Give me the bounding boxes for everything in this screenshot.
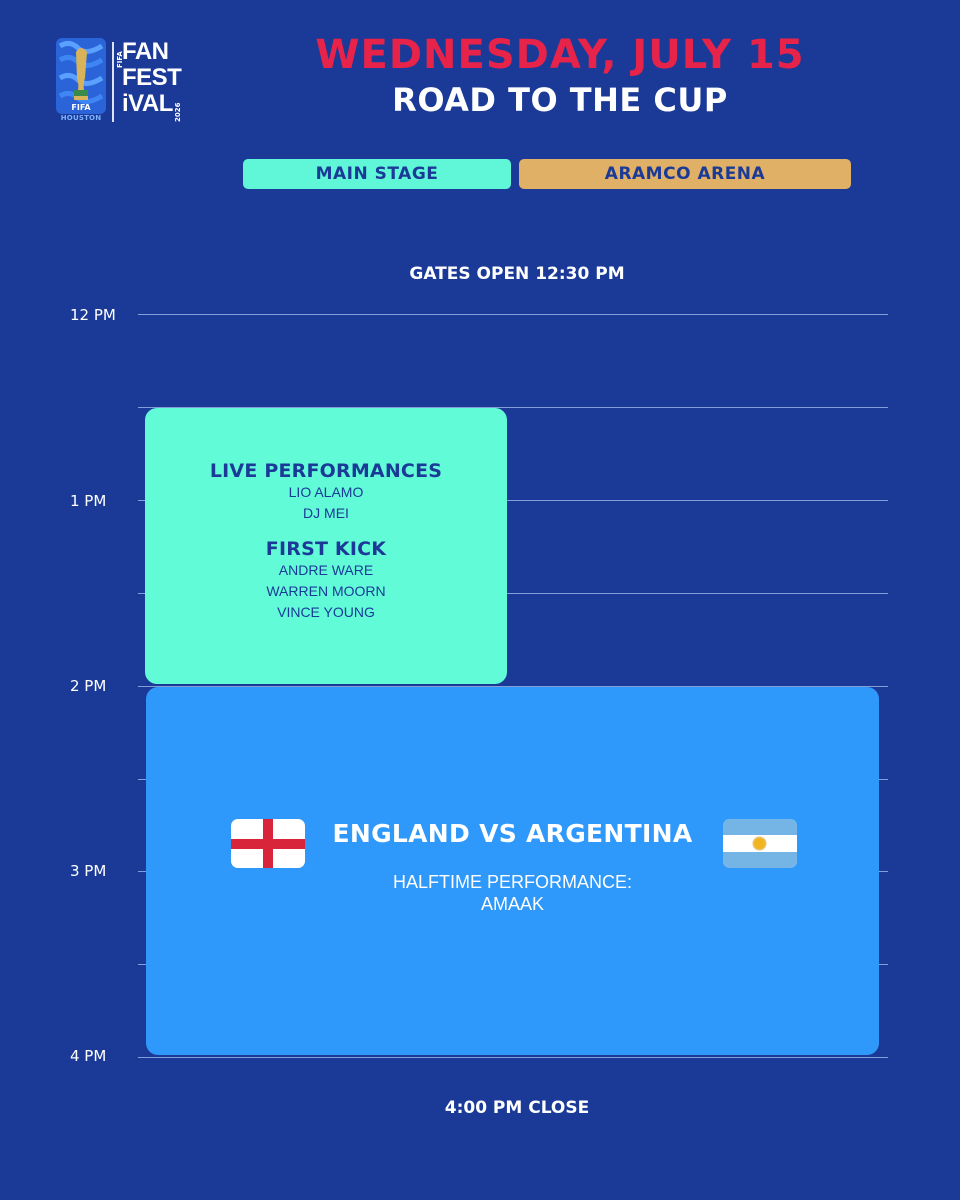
live-performances-heading: LIVE PERFORMANCES: [209, 460, 443, 482]
logo-word-ival: iVAL: [122, 90, 173, 117]
event-subtitle: ROAD TO THE CUP: [392, 81, 728, 119]
grid-line: [138, 593, 888, 594]
stage-tab-main-stage[interactable]: MAIN STAGE: [243, 159, 511, 189]
logo-divider: [112, 42, 114, 122]
grid-line: [138, 500, 888, 501]
main-stage-event-block[interactable]: LIVE PERFORMANCES LIO ALAMO DJ MEI FIRST…: [145, 408, 507, 684]
gates-open-label: GATES OPEN 12:30 PM: [409, 264, 625, 284]
close-time-label: 4:00 PM CLOSE: [444, 1098, 590, 1118]
svg-text:FIFA: FIFA: [71, 103, 91, 112]
performer-name: LIO ALAMO: [288, 484, 364, 500]
match-title: ENGLAND VS ARGENTINA: [332, 819, 693, 848]
logo-year: 2026: [174, 102, 182, 122]
time-label-1pm: 1 PM: [70, 492, 107, 510]
guest-name: VINCE YOUNG: [277, 604, 375, 620]
halftime-label: HALFTIME PERFORMANCE:: [392, 872, 633, 892]
first-kick-heading: FIRST KICK: [265, 538, 387, 560]
guest-name: ANDRE WARE: [278, 562, 374, 578]
logo-word-fest: FEST: [122, 64, 182, 91]
time-label-4pm: 4 PM: [70, 1047, 107, 1065]
grid-line: [138, 1057, 888, 1058]
logo-word-fan: FAN: [122, 38, 169, 65]
time-label-3pm: 3 PM: [70, 862, 107, 880]
logo-city: HOUSTON: [60, 114, 102, 122]
halftime-artist: AMAAK: [480, 894, 545, 914]
grid-line: [138, 407, 888, 408]
world-cup-trophy-emblem-icon: FIFA: [56, 38, 106, 114]
fifa-fan-festival-logo: FIFA HOUSTON FIFA FAN FEST iVAL 2026: [56, 38, 196, 126]
stage-tab-aramco-arena[interactable]: ARAMCO ARENA: [519, 159, 851, 189]
grid-line: [138, 686, 888, 687]
grid-line: [138, 314, 888, 315]
match-event-block[interactable]: ENGLAND VS ARGENTINA HALFTIME PERFORMANC…: [146, 687, 879, 1055]
argentina-flag-icon: [723, 819, 797, 868]
time-label-12pm: 12 PM: [70, 306, 116, 324]
time-label-2pm: 2 PM: [70, 677, 107, 695]
guest-name: WARREN MOORN: [266, 583, 386, 599]
england-flag-icon: [231, 819, 305, 868]
event-date-title: WEDNESDAY, JULY 15: [315, 32, 805, 78]
performer-name: DJ MEI: [303, 505, 349, 521]
halftime-performance: HALFTIME PERFORMANCE: AMAAK: [146, 871, 879, 915]
